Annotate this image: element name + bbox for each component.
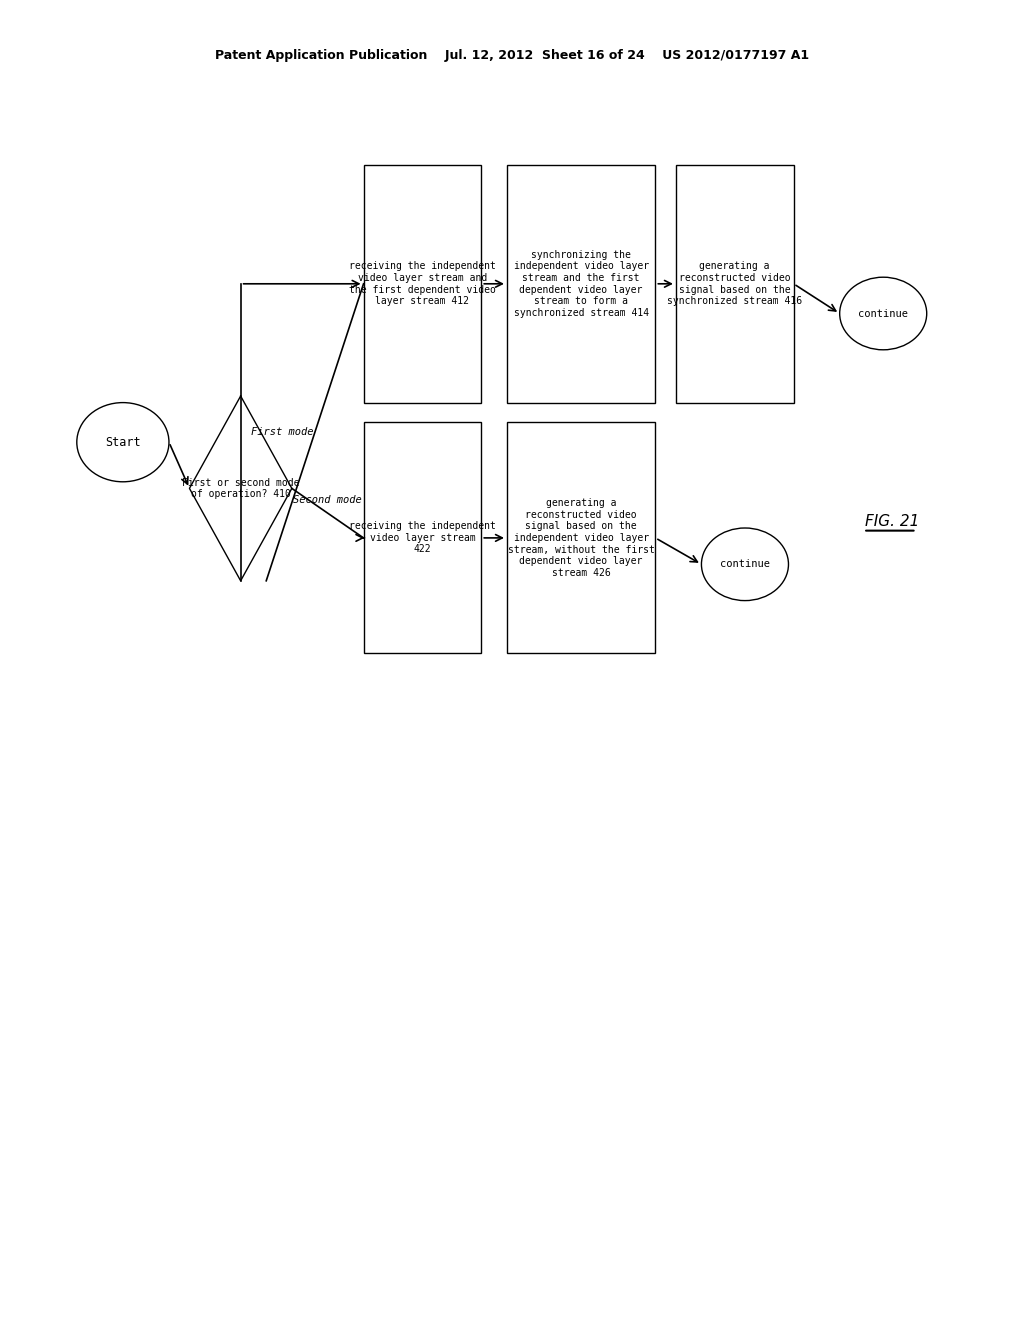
Text: synchronizing the
independent video layer
stream and the first
dependent video l: synchronizing the independent video laye… — [514, 249, 648, 318]
Polygon shape — [189, 396, 292, 581]
Text: generating a
reconstructed video
signal based on the
synchronized stream 416: generating a reconstructed video signal … — [668, 261, 802, 306]
FancyBboxPatch shape — [507, 422, 655, 653]
Ellipse shape — [840, 277, 927, 350]
Text: First mode: First mode — [251, 428, 313, 437]
Text: Start: Start — [105, 436, 140, 449]
Text: Second mode: Second mode — [293, 495, 362, 504]
Text: generating a
reconstructed video
signal based on the
independent video layer
str: generating a reconstructed video signal … — [508, 498, 654, 578]
Text: continue: continue — [720, 560, 770, 569]
Ellipse shape — [77, 403, 169, 482]
Text: continue: continue — [858, 309, 908, 318]
Ellipse shape — [701, 528, 788, 601]
FancyBboxPatch shape — [364, 422, 481, 653]
FancyBboxPatch shape — [364, 165, 481, 403]
FancyBboxPatch shape — [676, 165, 794, 403]
Text: FIG. 21: FIG. 21 — [865, 513, 920, 529]
Text: Patent Application Publication    Jul. 12, 2012  Sheet 16 of 24    US 2012/01771: Patent Application Publication Jul. 12, … — [215, 49, 809, 62]
FancyBboxPatch shape — [507, 165, 655, 403]
Text: receiving the independent
video layer stream and
the first dependent video
layer: receiving the independent video layer st… — [349, 261, 496, 306]
Text: First or second mode
of operation? 410: First or second mode of operation? 410 — [182, 478, 299, 499]
Text: receiving the independent
video layer stream
422: receiving the independent video layer st… — [349, 521, 496, 554]
